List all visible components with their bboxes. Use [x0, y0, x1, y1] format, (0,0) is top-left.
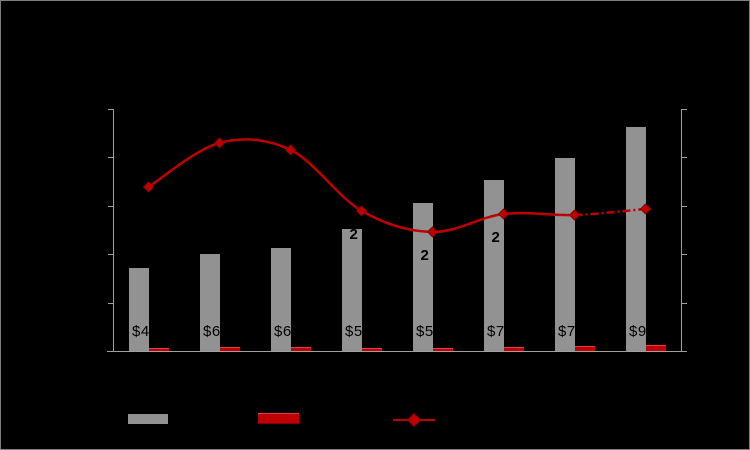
red-bar — [432, 348, 453, 351]
y-axis-right — [681, 109, 682, 351]
diamond-marker-icon — [213, 137, 226, 149]
red-bar — [290, 346, 311, 351]
red-bar — [148, 348, 169, 351]
gray-bar — [484, 179, 504, 351]
left-axis-tick — [108, 302, 113, 304]
gray-bar — [271, 247, 291, 351]
legend-item-red-line — [393, 412, 511, 428]
line-value-label: 2 — [491, 229, 500, 247]
legend-item-red-bars — [258, 413, 375, 424]
line-value-label: 2 — [420, 246, 429, 264]
left-axis-tick — [108, 109, 113, 110]
right-axis-tick — [682, 351, 687, 352]
line-segment-solid — [147, 138, 575, 234]
red-bar — [503, 346, 524, 351]
legend-swatch-gray-bar — [128, 414, 168, 424]
right-axis-tick — [682, 109, 687, 110]
y-axis-left — [113, 109, 114, 351]
left-axis-tick — [108, 351, 113, 352]
legend-swatch-red-bar — [258, 413, 299, 424]
diamond-marker-icon — [639, 203, 652, 215]
red-bar — [361, 348, 382, 351]
bar-value-label: $6 — [203, 323, 221, 340]
legend-item-gray-bars — [128, 414, 244, 424]
legend — [1, 404, 749, 444]
right-axis-tick — [682, 302, 687, 304]
red-bar — [645, 344, 666, 351]
gray-bar — [342, 229, 362, 351]
left-axis-tick — [108, 157, 113, 159]
x-axis — [107, 351, 687, 352]
gray-bar — [200, 253, 220, 351]
bar-value-label: $7 — [558, 323, 576, 340]
plot-area: $4 $6 $6 $5 $5 $7 $7 $9 2 2 2 — [113, 109, 681, 351]
diamond-marker-icon — [284, 144, 297, 156]
red-bar — [574, 345, 595, 351]
line-segment-dashdot — [574, 207, 646, 217]
diamond-marker-icon — [426, 226, 439, 238]
diamond-marker-icon — [568, 209, 581, 221]
bar-value-label: $5 — [345, 323, 363, 340]
left-axis-tick — [108, 254, 113, 256]
left-axis-tick — [108, 205, 113, 207]
gray-bar — [555, 157, 575, 351]
gray-bar — [626, 126, 646, 351]
bar-value-label: $9 — [629, 323, 647, 340]
bar-value-label: $5 — [416, 323, 434, 340]
red-bar — [219, 346, 240, 351]
bar-value-label: $7 — [487, 323, 505, 340]
bar-value-label: $4 — [132, 323, 150, 340]
line-value-label: 2 — [349, 225, 358, 243]
gray-bar — [129, 268, 149, 351]
gray-bar — [413, 202, 433, 351]
red-line-series — [142, 137, 652, 238]
right-axis-tick — [682, 205, 687, 207]
right-axis-tick — [682, 254, 687, 256]
right-axis-tick — [682, 157, 687, 159]
diamond-marker-icon — [355, 205, 368, 217]
diamond-marker-icon — [497, 208, 510, 220]
bar-value-label: $6 — [274, 323, 292, 340]
diamond-marker-icon — [142, 181, 155, 193]
legend-swatch-line-diamond-icon — [393, 412, 435, 428]
